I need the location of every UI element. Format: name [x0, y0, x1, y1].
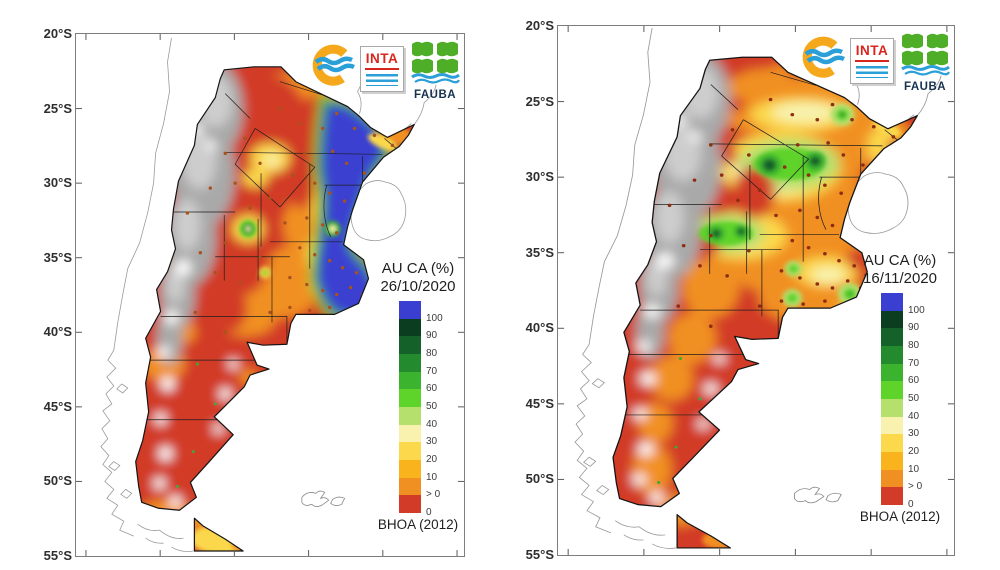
- latitude-label: 40°S: [525, 320, 554, 336]
- latitude-label: 55°S: [525, 547, 554, 563]
- inta-underline: [365, 67, 399, 70]
- inta-logo-label: INTA: [855, 43, 889, 58]
- map-panel-right: 20°S 25°S 30°S 35°S 40°S 45°S 50°S 55°S AU CA (…: [526, 18, 955, 562]
- logo-row: INTA FAUBA: [308, 38, 462, 102]
- ora-logo: [312, 44, 356, 86]
- latitude-label: 20°S: [525, 18, 554, 34]
- fauba-logo: FAUBA: [408, 40, 462, 101]
- inta-logo: INTA: [360, 46, 404, 92]
- argentina-map-R: [558, 26, 954, 555]
- latitude-label: 50°S: [43, 473, 72, 489]
- fauba-fields-icon: [899, 33, 951, 80]
- map-canvas-left: [76, 34, 464, 556]
- inta-waves-icon: [366, 73, 398, 86]
- inta-waves-icon: [856, 65, 888, 78]
- fauba-fields-icon: [411, 41, 460, 84]
- latitude-label: 25°S: [43, 100, 72, 116]
- fauba-logo-label: FAUBA: [903, 81, 947, 93]
- latitude-label: 45°S: [43, 399, 72, 415]
- ora-logo-icon: [308, 40, 356, 97]
- map-canvas-right: [558, 26, 954, 555]
- argentina-map-L: [76, 34, 464, 556]
- latitude-label: 35°S: [525, 244, 554, 260]
- latitude-label: 40°S: [43, 324, 72, 340]
- latitude-label: 55°S: [43, 548, 72, 564]
- latitude-label: 20°S: [43, 26, 72, 42]
- latitude-label: 30°S: [525, 169, 554, 185]
- ora-logo: [802, 36, 846, 78]
- inta-underline: [855, 59, 889, 62]
- latitude-label: 45°S: [525, 396, 554, 412]
- map-panel-left: 20°S 25°S 30°S 35°S 40°S 45°S 50°S 55°S AU CA (…: [44, 26, 465, 563]
- ora-logo-icon: [798, 32, 846, 89]
- fauba-logo-label: FAUBA: [413, 89, 457, 101]
- latitude-label: 35°S: [43, 249, 72, 265]
- fauba-logo: FAUBA: [898, 32, 952, 93]
- inta-logo-label: INTA: [365, 51, 399, 66]
- fauba-fields-icon: [409, 41, 461, 88]
- latitude-label: 50°S: [525, 471, 554, 487]
- logo-row: INTA FAUBA: [798, 30, 952, 94]
- latitude-label: 30°S: [43, 175, 72, 191]
- latitude-label: 25°S: [525, 93, 554, 109]
- fauba-fields-icon: [901, 33, 950, 76]
- inta-logo: INTA: [850, 38, 894, 84]
